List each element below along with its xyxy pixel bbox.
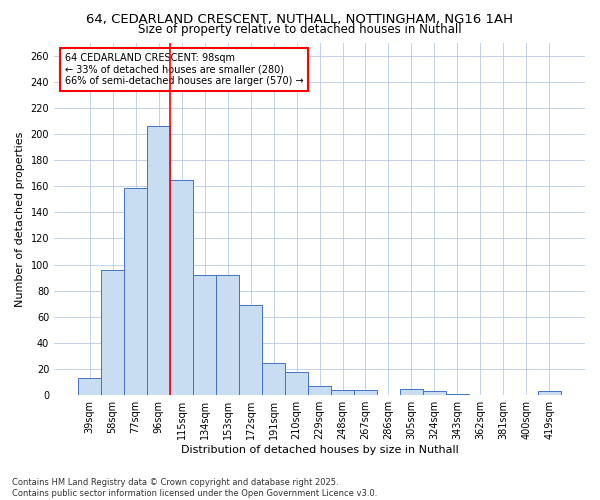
Bar [423,392,446,395]
Bar [124,188,147,395]
Y-axis label: Number of detached properties: Number of detached properties [15,131,25,306]
Bar [538,392,561,395]
Bar [285,372,308,395]
Bar [400,388,423,395]
Bar [101,270,124,395]
Bar [78,378,101,395]
Bar [216,275,239,395]
Text: Size of property relative to detached houses in Nuthall: Size of property relative to detached ho… [138,22,462,36]
Bar [308,386,331,395]
Bar [147,126,170,395]
Bar [446,394,469,395]
Bar [354,390,377,395]
Text: 64, CEDARLAND CRESCENT, NUTHALL, NOTTINGHAM, NG16 1AH: 64, CEDARLAND CRESCENT, NUTHALL, NOTTING… [86,12,514,26]
Bar [193,275,216,395]
Bar [331,390,354,395]
Bar [262,362,285,395]
X-axis label: Distribution of detached houses by size in Nuthall: Distribution of detached houses by size … [181,445,458,455]
Bar [170,180,193,395]
Text: 64 CEDARLAND CRESCENT: 98sqm
← 33% of detached houses are smaller (280)
66% of s: 64 CEDARLAND CRESCENT: 98sqm ← 33% of de… [65,53,303,86]
Bar [239,305,262,395]
Text: Contains HM Land Registry data © Crown copyright and database right 2025.
Contai: Contains HM Land Registry data © Crown c… [12,478,377,498]
